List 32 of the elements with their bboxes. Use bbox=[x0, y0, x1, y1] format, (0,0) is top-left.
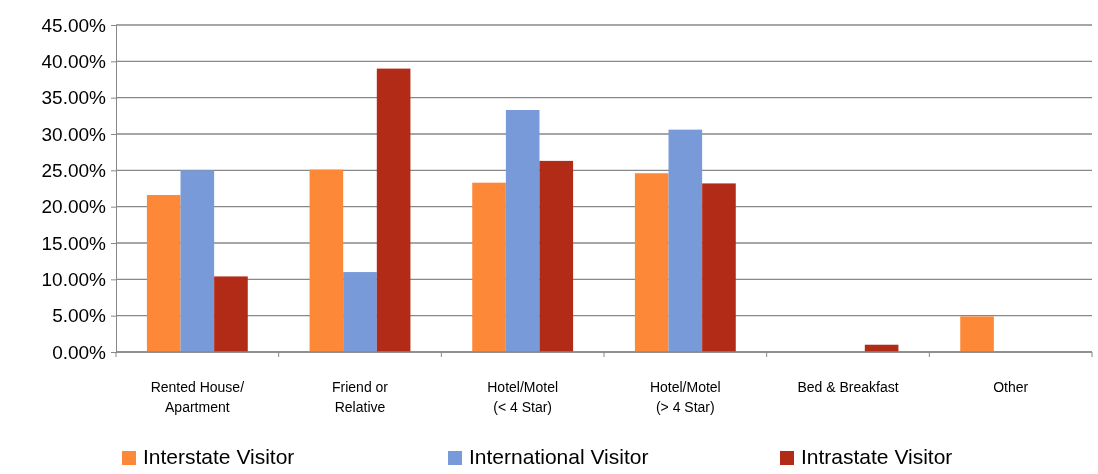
x-tick-label: Rented House/ Apartment bbox=[150, 379, 245, 415]
legend-label: International Visitor bbox=[469, 445, 649, 468]
bar bbox=[472, 182, 506, 352]
bar bbox=[146, 195, 181, 352]
bar bbox=[960, 316, 994, 352]
bar bbox=[180, 170, 215, 352]
bar bbox=[539, 160, 574, 352]
y-tick-label: 15.00% bbox=[41, 232, 107, 254]
bar bbox=[376, 68, 411, 352]
y-tick-label: 0.00% bbox=[52, 341, 107, 363]
x-tick-label: Bed & Breakfast bbox=[797, 379, 899, 395]
y-tick-label: 30.00% bbox=[41, 123, 107, 145]
y-tick-label: 5.00% bbox=[52, 305, 107, 327]
y-tick-label: 35.00% bbox=[41, 87, 107, 109]
y-tick-label: 20.00% bbox=[41, 196, 107, 218]
x-tick-label: Hotel/Motel (> 4 Star) bbox=[649, 379, 721, 415]
y-tick-label: 40.00% bbox=[41, 50, 107, 72]
bar bbox=[343, 272, 377, 352]
bar bbox=[505, 110, 540, 352]
bar bbox=[634, 173, 669, 352]
y-tick-label: 45.00% bbox=[41, 14, 107, 36]
y-tick-label: 25.00% bbox=[41, 159, 107, 181]
bar bbox=[214, 276, 248, 352]
legend-label: Interstate Visitor bbox=[143, 445, 295, 468]
x-tick-label: Friend or Relative bbox=[331, 379, 389, 415]
x-tick-label: Other bbox=[993, 379, 1029, 395]
legend-label: Intrastate Visitor bbox=[801, 445, 953, 468]
bar bbox=[702, 183, 736, 352]
bar bbox=[668, 129, 703, 352]
bar bbox=[309, 169, 344, 352]
y-tick-label: 10.00% bbox=[41, 268, 107, 290]
x-tick-label: Hotel/Motel (< 4 Star) bbox=[487, 379, 559, 415]
